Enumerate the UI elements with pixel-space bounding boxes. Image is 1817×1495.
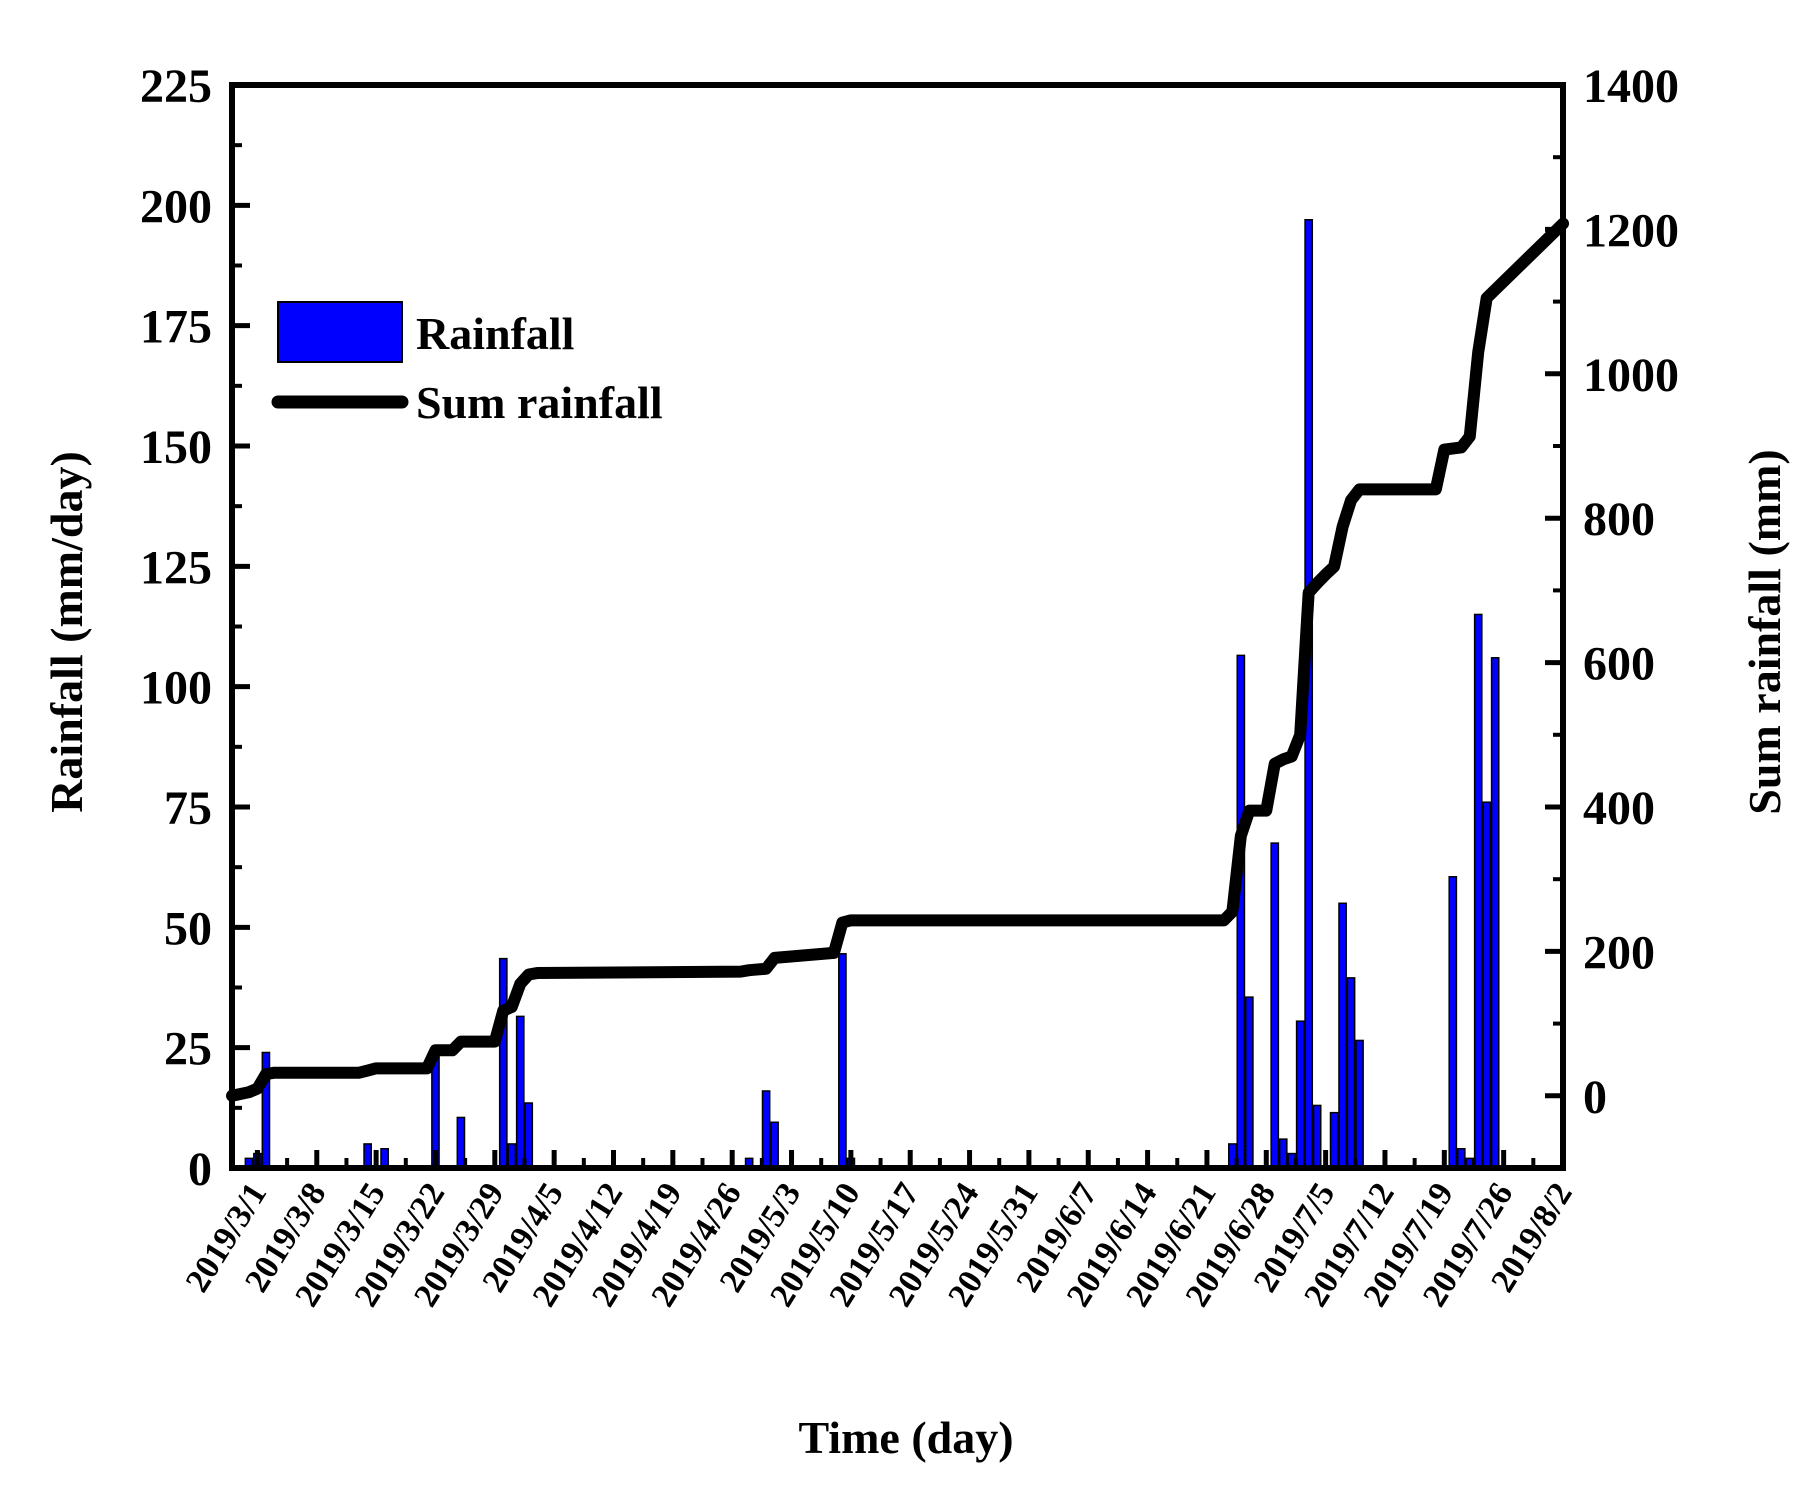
rainfall-bar (507, 1143, 517, 1169)
left-tick-label: 175 (140, 301, 212, 354)
right-tick-label: 1000 (1583, 349, 1679, 402)
left-tick-label: 200 (140, 180, 212, 233)
right-axis: 0 200 400 600 800 1000 1200 1400 (1545, 60, 1679, 1124)
legend-rainfall-label: Rainfall (416, 308, 574, 359)
rainfall-bar (515, 1015, 525, 1169)
left-axis: 0 25 50 75 100 125 150 175 200 225 (140, 60, 250, 1196)
left-tick-label: 150 (140, 421, 212, 474)
legend-rainfall-swatch (277, 301, 403, 363)
plot-frame (229, 82, 1566, 1171)
rainfall-bar (1346, 977, 1356, 1169)
rainfall-bar (1295, 1020, 1305, 1169)
x-axis: 2019/3/12019/3/82019/3/152019/3/222019/3… (179, 1150, 1580, 1313)
rainfall-bar (363, 1143, 373, 1169)
sum-rainfall-line-layer (226, 217, 1569, 1102)
right-tick-label: 1200 (1583, 204, 1679, 257)
left-tick-label: 25 (164, 1023, 212, 1076)
right-axis-title: Sum rainfall (mm) (1739, 449, 1790, 814)
rainfall-bar (770, 1121, 779, 1169)
rainfall-bar (1448, 876, 1458, 1169)
rainfall-bar (1278, 1138, 1288, 1169)
rainfall-bar (1270, 842, 1280, 1169)
rainfall-bar (1473, 613, 1483, 1169)
left-tick-label: 75 (164, 782, 212, 835)
plot-border (229, 82, 1566, 1171)
sum-rainfall-line (226, 217, 1569, 1102)
rainfall-bar (498, 957, 508, 1169)
rainfall-bar (1482, 801, 1492, 1169)
left-tick-label: 225 (140, 60, 212, 113)
rainfall-bar (761, 1090, 771, 1169)
x-axis-title: Time (day) (798, 1412, 1013, 1463)
rainfall-bar (1490, 657, 1500, 1169)
right-tick-label: 200 (1583, 926, 1655, 979)
left-tick-label: 0 (188, 1143, 212, 1196)
rainfall-bars (244, 219, 1500, 1169)
left-tick-label: 125 (140, 541, 212, 594)
right-tick-label: 1400 (1583, 60, 1679, 113)
right-tick-label: 600 (1583, 638, 1655, 691)
right-tick-label: 800 (1583, 493, 1655, 546)
legend: Rainfall Sum rainfall (271, 301, 663, 428)
rainfall-bar (1355, 1039, 1364, 1169)
left-tick-label: 50 (164, 902, 212, 955)
rainfall-bar (1329, 1111, 1339, 1169)
right-tick-label: 400 (1583, 782, 1655, 835)
legend-sum-rainfall-label: Sum rainfall (416, 377, 663, 428)
rainfall-bar (838, 953, 847, 1169)
left-tick-label: 100 (140, 662, 212, 715)
rainfall-bar (1338, 902, 1347, 1169)
right-tick-label: 0 (1583, 1071, 1607, 1124)
rainfall-bar (1312, 1104, 1322, 1169)
left-axis-title: Rainfall (mm/day) (41, 451, 92, 813)
rainfall-bar (1244, 996, 1254, 1169)
